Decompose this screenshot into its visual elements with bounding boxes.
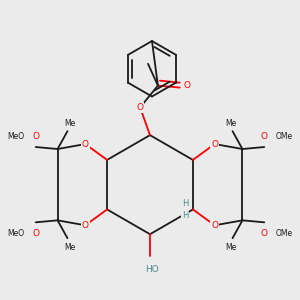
Text: O: O	[261, 229, 268, 238]
Text: O: O	[32, 132, 39, 141]
Text: H: H	[182, 211, 188, 220]
Text: O: O	[211, 140, 218, 148]
Text: OMe: OMe	[276, 229, 293, 238]
Text: MeO: MeO	[7, 132, 24, 141]
Text: O: O	[136, 103, 144, 112]
Text: H: H	[182, 199, 188, 208]
Text: O: O	[82, 221, 89, 230]
Text: Me: Me	[225, 243, 236, 252]
Text: MeO: MeO	[7, 229, 24, 238]
Text: O: O	[32, 229, 39, 238]
Text: O: O	[82, 140, 89, 148]
Text: OMe: OMe	[276, 132, 293, 141]
Text: HO: HO	[145, 266, 159, 274]
Text: O: O	[261, 132, 268, 141]
Text: O: O	[211, 221, 218, 230]
Text: Me: Me	[225, 119, 236, 128]
Text: Me: Me	[64, 243, 75, 252]
Text: Me: Me	[64, 119, 75, 128]
Text: O: O	[183, 81, 190, 90]
